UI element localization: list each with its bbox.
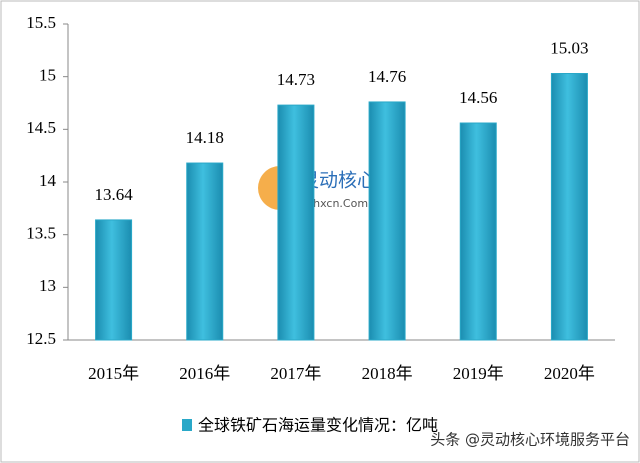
bar <box>277 104 315 341</box>
bar <box>550 73 588 341</box>
y-tick-label: 14 <box>39 171 57 190</box>
watermark-footer: 头条 @灵动核心环境服务平台 <box>430 431 630 449</box>
legend-label: 全球铁矿石海运量变化情况：亿吨 <box>198 416 438 435</box>
watermark-url: Ldhxcn.Com <box>300 197 368 210</box>
bar <box>95 219 133 341</box>
y-tick-label: 13.5 <box>26 224 56 243</box>
y-tick-label: 13 <box>39 276 56 295</box>
watermark-text: 灵动核心 <box>300 170 376 192</box>
data-label: 14.56 <box>459 88 497 107</box>
x-tick-label: 2016年 <box>179 364 230 383</box>
data-label: 13.64 <box>94 185 133 204</box>
x-tick-label: 2018年 <box>362 364 413 383</box>
y-tick-label: 15.5 <box>26 13 56 32</box>
bar <box>186 162 224 341</box>
data-label: 14.76 <box>368 67 406 86</box>
y-tick-label: 14.5 <box>26 118 56 137</box>
data-label: 14.73 <box>277 70 315 89</box>
data-label: 15.03 <box>550 38 588 57</box>
bar <box>368 101 406 341</box>
legend-swatch <box>182 419 192 431</box>
y-tick-label: 15 <box>39 66 56 85</box>
bar <box>459 122 497 341</box>
y-tick-label: 12.5 <box>26 329 56 348</box>
x-tick-label: 2017年 <box>270 364 321 383</box>
x-tick-label: 2020年 <box>544 364 595 383</box>
x-tick-label: 2015年 <box>88 364 139 383</box>
data-label: 14.18 <box>186 128 224 147</box>
x-tick-label: 2019年 <box>453 364 504 383</box>
watermark-logo: 灵动核心 Ldhxcn.Com <box>258 166 376 210</box>
